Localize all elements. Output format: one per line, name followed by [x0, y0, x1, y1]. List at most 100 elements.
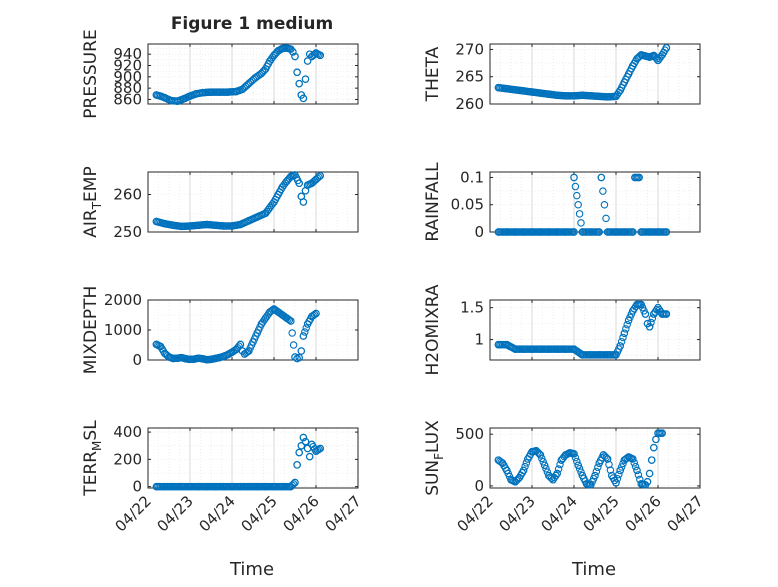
data-point: [623, 320, 631, 329]
y-tick-label: 1000: [104, 321, 142, 339]
data-point: [249, 338, 257, 346]
data-point: [232, 87, 240, 96]
data-point: [287, 317, 295, 325]
data-point: [207, 355, 215, 364]
data-point: [522, 459, 531, 467]
data-point: [645, 469, 654, 478]
data-point: [570, 173, 578, 182]
data-point: [633, 54, 641, 63]
data-point: [612, 351, 620, 359]
data-point: [511, 86, 519, 94]
y-axis-label: H2OMIXRA: [423, 284, 443, 375]
panel-h2omixra: 1 1.5 H2OMIXRA: [423, 284, 701, 376]
data-point: [503, 466, 511, 475]
data-point: [236, 482, 245, 491]
data-point: [603, 93, 612, 101]
y-tick-label: 860: [113, 90, 142, 108]
y-axis-label: THETA: [423, 46, 443, 102]
data-point: [289, 48, 297, 56]
data-point: [574, 461, 582, 469]
data-point: [291, 52, 299, 61]
data-point: [635, 173, 643, 182]
data-point: [594, 463, 602, 472]
data-point: [599, 187, 607, 195]
data-point: [152, 340, 161, 349]
data-point: [616, 466, 624, 475]
data-point: [278, 183, 287, 191]
data-point: [519, 466, 528, 475]
data-point: [561, 451, 570, 459]
data-point: [658, 310, 666, 318]
data-point: [219, 352, 228, 361]
data-point: [570, 345, 578, 353]
data-point: [637, 51, 645, 59]
data-point: [587, 481, 595, 489]
data-point: [549, 475, 557, 484]
data-point: [573, 457, 581, 466]
data-point: [582, 480, 591, 488]
data-point: [291, 171, 299, 179]
y-tick-label: 0: [132, 351, 142, 369]
data-point: [620, 329, 629, 337]
y-tick-label: 920: [113, 57, 142, 75]
data-point: [606, 466, 615, 474]
data-point: [643, 478, 652, 486]
data-point: [511, 478, 519, 486]
x-tick-label: 04/23: [496, 492, 539, 535]
y-tick-label: 250: [113, 223, 142, 241]
data-point: [224, 350, 232, 359]
data-point: [597, 173, 606, 182]
panel-air_temp: 250 260 AIRTEMP: [81, 166, 359, 241]
data-point: [603, 228, 612, 236]
data-point: [662, 228, 671, 236]
panel-rainfall: 0 0.05 0.1 RAINFALL: [423, 162, 701, 242]
y-tick-label: 2000: [104, 291, 142, 309]
data-point: [203, 220, 211, 229]
y-tick-label: 260: [113, 186, 142, 204]
y-tick-label: 0.1: [460, 168, 484, 186]
data-point: [540, 461, 549, 469]
data-point: [312, 175, 320, 184]
data-point: [603, 455, 612, 463]
data-point: [570, 92, 578, 100]
data-point: [630, 459, 638, 467]
data-point: [161, 220, 169, 228]
data-point: [578, 351, 587, 359]
data-point: [198, 88, 207, 97]
data-point: [595, 351, 603, 359]
y-tick-label: 260: [455, 95, 484, 113]
data-point: [662, 310, 671, 318]
data-point: [287, 482, 295, 491]
data-point: [245, 217, 253, 225]
data-point: [624, 453, 633, 461]
data-point: [299, 198, 308, 206]
data-point: [295, 448, 303, 457]
data-point: [599, 451, 608, 459]
data-point: [152, 91, 161, 99]
data-point: [215, 88, 224, 96]
data-point: [554, 465, 563, 473]
data-point: [211, 354, 219, 363]
data-point: [270, 482, 278, 491]
data-point: [532, 447, 540, 455]
x-tick-label: 04/24: [196, 492, 239, 535]
data-point: [270, 198, 278, 206]
data-point: [536, 451, 545, 459]
data-point: [291, 478, 299, 487]
data-point: [545, 471, 553, 480]
data-point: [257, 320, 266, 328]
data-point: [536, 89, 545, 97]
data-point: [650, 310, 658, 318]
data-point: [494, 83, 503, 92]
x-tick-label: 04/26: [622, 492, 665, 535]
y-axis-label: RAINFALL: [423, 162, 443, 242]
y-tick-label: 270: [455, 40, 484, 58]
data-point: [605, 460, 613, 469]
data-point: [186, 482, 194, 491]
data-point: [622, 325, 630, 333]
data-point: [295, 353, 303, 362]
data-point: [278, 44, 287, 53]
data-point: [633, 466, 641, 475]
data-point: [261, 209, 270, 218]
